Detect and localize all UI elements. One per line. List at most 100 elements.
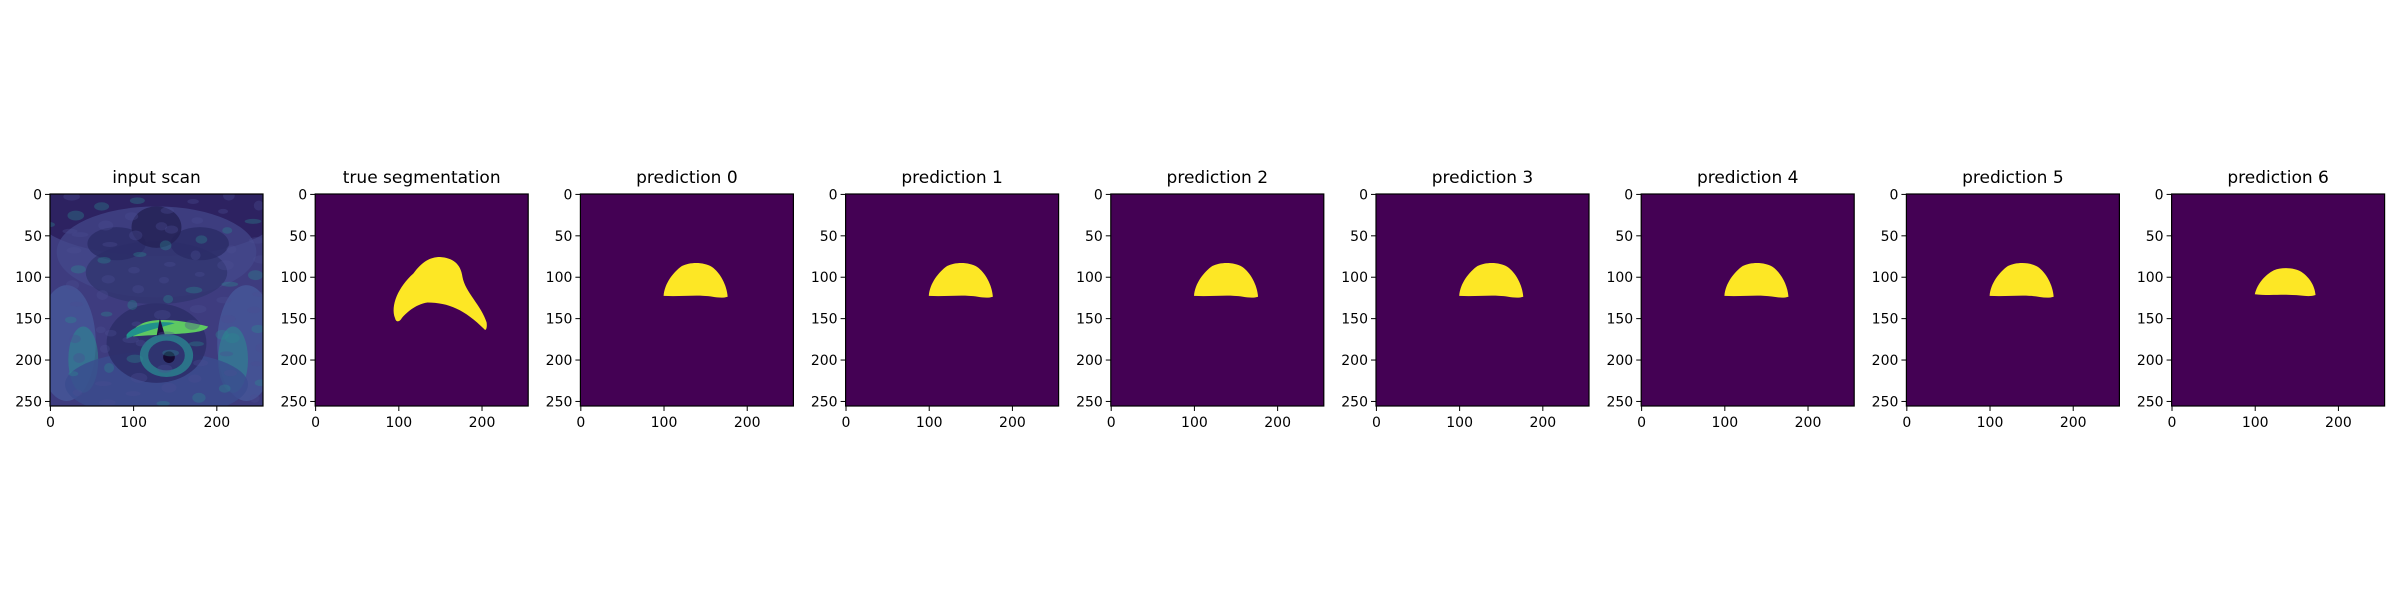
y-tick-label: 50: [289, 229, 307, 245]
y-tick-label: 250: [1606, 394, 1633, 410]
y-tick-label: 150: [811, 312, 838, 328]
y-tick-label: 250: [280, 394, 307, 410]
y-tick-label: 0: [2155, 187, 2164, 203]
x-tick-label: 100: [1711, 415, 1738, 431]
y-tick-label: 200: [1341, 353, 1368, 369]
x-tick-label: 100: [1977, 415, 2004, 431]
y-tick-label: 150: [546, 312, 573, 328]
segmentation-mask: [663, 263, 728, 298]
y-tick-label: 100: [1872, 270, 1899, 286]
y-tick-label: 50: [1881, 229, 1899, 245]
y-tick-label: 50: [1350, 229, 1368, 245]
y-tick-label: 100: [2137, 270, 2164, 286]
panel-title: prediction 1: [901, 168, 1003, 188]
axes-frame: [579, 193, 795, 407]
segmentation-mask: [1989, 263, 2054, 298]
axes-frame: [1375, 193, 1590, 407]
y-tick-label: 200: [15, 353, 42, 369]
y-tick-label: 0: [1624, 187, 1633, 203]
mask-background: [1110, 194, 1324, 406]
y-tick-label: 150: [1872, 312, 1899, 328]
y-tick-label: 50: [820, 229, 838, 245]
x-tick-label: 200: [1264, 415, 1291, 431]
y-tick-label: 100: [1341, 270, 1368, 286]
x-tick-label: 100: [2242, 415, 2269, 431]
y-tick-label: 200: [546, 353, 573, 369]
y-tick-label: 0: [1094, 187, 1103, 203]
x-tick-label: 100: [385, 415, 412, 431]
mask-background: [845, 194, 1059, 406]
x-tick-label: 200: [1795, 415, 1822, 431]
y-tick-label: 0: [829, 187, 838, 203]
x-tick-label: 200: [1529, 415, 1556, 431]
segmentation-mask: [1724, 263, 1789, 298]
axes-frame: [2171, 193, 2386, 407]
axes-frame: [844, 193, 1060, 407]
y-tick-label: 100: [1076, 270, 1103, 286]
y-tick-label: 200: [2137, 353, 2164, 369]
x-tick-label: 100: [120, 415, 147, 431]
y-tick-label: 150: [1076, 312, 1103, 328]
y-tick-label: 200: [811, 353, 838, 369]
segmentation-mask: [2254, 268, 2316, 297]
y-tick-label: 250: [1076, 394, 1103, 410]
y-tick-label: 250: [811, 394, 838, 410]
axes-frame: [1640, 193, 1855, 407]
x-tick-label: 100: [916, 415, 943, 431]
x-tick-label: 0: [2168, 415, 2177, 431]
y-tick-label: 150: [2137, 312, 2164, 328]
y-tick-label: 100: [1606, 270, 1633, 286]
x-tick-label: 100: [1446, 415, 1473, 431]
y-tick-label: 0: [1889, 187, 1898, 203]
panel-title: prediction 0: [636, 168, 738, 188]
axes-frame: [1110, 193, 1325, 407]
y-tick-label: 0: [298, 187, 307, 203]
panel-title: prediction 5: [1962, 168, 2064, 188]
axes-frame: [49, 193, 264, 407]
y-tick-label: 150: [1341, 312, 1368, 328]
y-tick-label: 250: [15, 394, 42, 410]
mask-background: [1906, 194, 2120, 406]
y-tick-label: 100: [15, 270, 42, 286]
axes-frame: [1905, 193, 2121, 407]
x-tick-label: 0: [1107, 415, 1116, 431]
mask-background: [1641, 194, 1855, 406]
panel-title: input scan: [112, 168, 201, 188]
y-tick-label: 250: [1341, 394, 1368, 410]
segmentation-mask: [928, 263, 993, 298]
x-tick-label: 0: [1372, 415, 1381, 431]
y-tick-label: 200: [1076, 353, 1103, 369]
y-tick-label: 250: [2137, 394, 2164, 410]
x-tick-label: 200: [2325, 415, 2352, 431]
panel-title: prediction 4: [1697, 168, 1799, 188]
mask-background: [2171, 194, 2385, 406]
mask-background: [1376, 194, 1589, 406]
y-tick-label: 0: [563, 187, 572, 203]
y-tick-label: 200: [1872, 353, 1899, 369]
y-tick-label: 200: [1606, 353, 1633, 369]
y-tick-label: 150: [280, 312, 307, 328]
segmentation-mask: [1194, 263, 1259, 298]
segmentation-mask: [393, 256, 487, 330]
y-tick-label: 50: [555, 229, 573, 245]
y-tick-label: 100: [811, 270, 838, 286]
y-tick-label: 250: [1872, 394, 1899, 410]
x-tick-label: 100: [651, 415, 678, 431]
x-tick-label: 200: [999, 415, 1026, 431]
panel-title: true segmentation: [343, 168, 501, 188]
x-tick-label: 0: [1902, 415, 1911, 431]
y-tick-label: 250: [546, 394, 573, 410]
y-tick-label: 50: [1085, 229, 1103, 245]
panel-title: prediction 6: [2227, 168, 2329, 188]
x-tick-label: 0: [576, 415, 585, 431]
y-tick-label: 100: [546, 270, 573, 286]
y-tick-label: 50: [2146, 229, 2164, 245]
x-tick-label: 0: [311, 415, 320, 431]
x-tick-label: 0: [1637, 415, 1646, 431]
